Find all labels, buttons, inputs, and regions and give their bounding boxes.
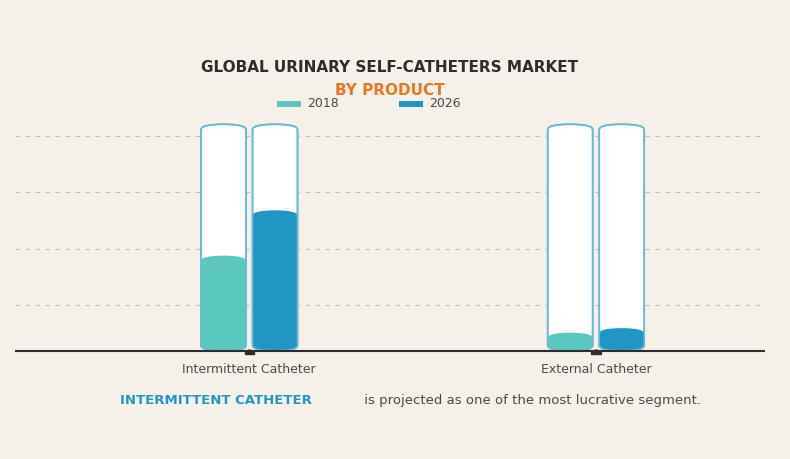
FancyBboxPatch shape bbox=[277, 101, 301, 106]
Text: INTERMITTENT CATHETER: INTERMITTENT CATHETER bbox=[120, 394, 312, 407]
FancyBboxPatch shape bbox=[600, 328, 644, 351]
FancyBboxPatch shape bbox=[600, 124, 644, 351]
FancyBboxPatch shape bbox=[399, 101, 423, 106]
FancyBboxPatch shape bbox=[201, 256, 246, 351]
FancyBboxPatch shape bbox=[253, 210, 298, 351]
Text: 2018: 2018 bbox=[307, 97, 339, 110]
Bar bbox=[245, 352, 254, 354]
Text: External Catheter: External Catheter bbox=[540, 363, 651, 376]
Text: BY PRODUCT: BY PRODUCT bbox=[335, 83, 445, 98]
FancyBboxPatch shape bbox=[547, 124, 592, 351]
Bar bbox=[591, 352, 600, 354]
FancyBboxPatch shape bbox=[201, 124, 246, 351]
Text: 2026: 2026 bbox=[429, 97, 461, 110]
Text: Intermittent Catheter: Intermittent Catheter bbox=[182, 363, 316, 376]
FancyBboxPatch shape bbox=[253, 124, 298, 351]
FancyBboxPatch shape bbox=[547, 333, 592, 351]
Text: GLOBAL URINARY SELF-CATHETERS MARKET: GLOBAL URINARY SELF-CATHETERS MARKET bbox=[201, 60, 578, 75]
Text: is projected as one of the most lucrative segment.: is projected as one of the most lucrativ… bbox=[359, 394, 701, 407]
